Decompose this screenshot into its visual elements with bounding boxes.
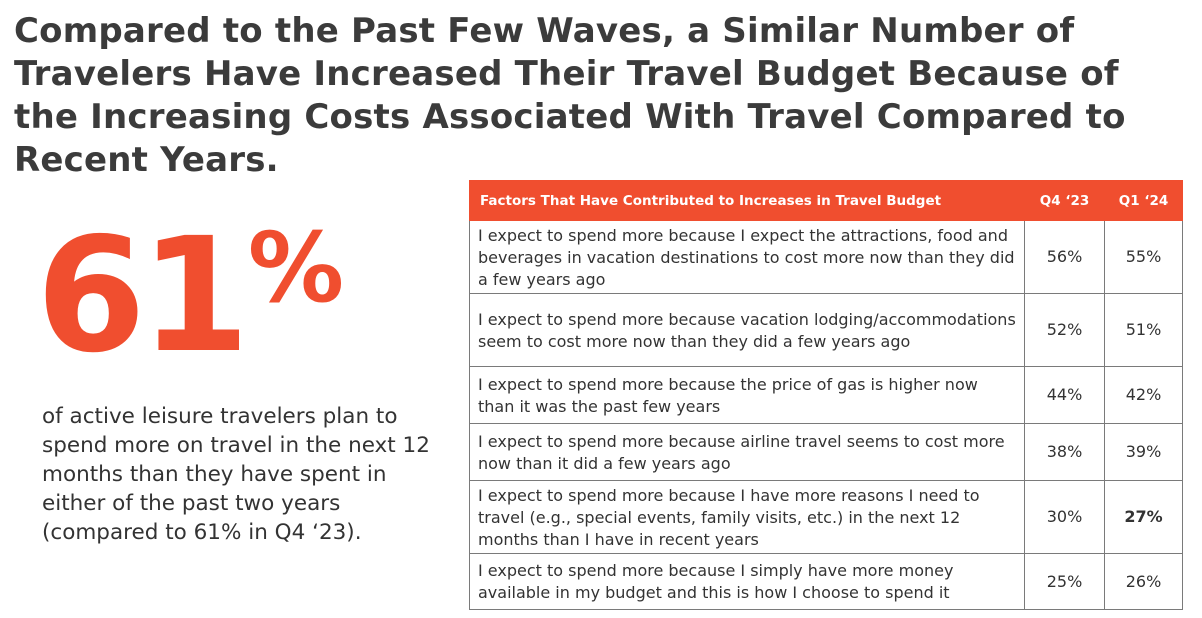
q4-23-cell: 52%: [1024, 293, 1105, 367]
column-header-q4-23: Q4 ‘23: [1024, 180, 1105, 221]
q1-24-cell: 51%: [1104, 293, 1183, 367]
table-row: I expect to spend more because I expect …: [469, 220, 1183, 294]
budget-factors-table: Factors That Have Contributed to Increas…: [469, 180, 1183, 610]
q4-23-cell: 25%: [1024, 553, 1105, 610]
statistic-percent-sign: %: [247, 212, 345, 324]
table-row: I expect to spend more because airline t…: [469, 423, 1183, 481]
statistic-value: 61: [36, 204, 250, 388]
page-title: Compared to the Past Few Waves, a Simila…: [14, 11, 1126, 180]
q1-24-cell: 55%: [1104, 220, 1183, 294]
table-row: I expect to spend more because the price…: [469, 366, 1183, 424]
q1-24-cell: 26%: [1104, 553, 1183, 610]
factor-cell: I expect to spend more because I expect …: [469, 220, 1025, 294]
table-header-row: Factors That Have Contributed to Increas…: [469, 180, 1183, 221]
column-header-q1-24: Q1 ‘24: [1104, 180, 1183, 221]
headline-statistic: 61%: [36, 206, 344, 386]
q4-23-cell: 38%: [1024, 423, 1105, 481]
q1-24-cell: 42%: [1104, 366, 1183, 424]
table-row: I expect to spend more because vacation …: [469, 293, 1183, 367]
budget-factors-table-container: Factors That Have Contributed to Increas…: [469, 180, 1183, 610]
q4-23-cell: 44%: [1024, 366, 1105, 424]
factor-cell: I expect to spend more because I simply …: [469, 553, 1025, 610]
q4-23-cell: 30%: [1024, 480, 1105, 554]
factor-cell: I expect to spend more because vacation …: [469, 293, 1025, 367]
column-header-factors: Factors That Have Contributed to Increas…: [469, 180, 1025, 221]
table-row: I expect to spend more because I simply …: [469, 553, 1183, 610]
factor-cell: I expect to spend more because airline t…: [469, 423, 1025, 481]
q4-23-cell: 56%: [1024, 220, 1105, 294]
factor-cell: I expect to spend more because I have mo…: [469, 480, 1025, 554]
q1-24-cell: 39%: [1104, 423, 1183, 481]
q1-24-cell-highlighted: 27%: [1104, 480, 1183, 554]
factor-cell: I expect to spend more because the price…: [469, 366, 1025, 424]
statistic-description: of active leisure travelers plan to spen…: [42, 404, 430, 545]
table-row: I expect to spend more because I have mo…: [469, 480, 1183, 554]
